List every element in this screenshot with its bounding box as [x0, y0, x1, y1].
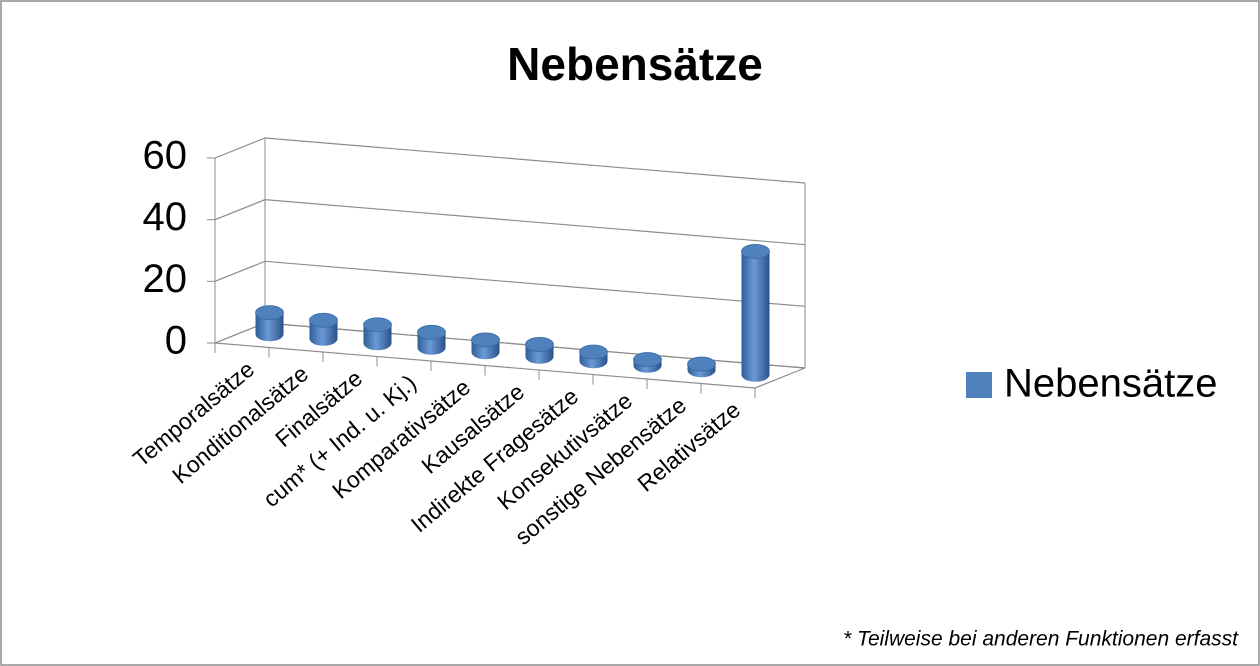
bar-top [579, 344, 608, 360]
bar [309, 312, 338, 346]
y-tick-label: 20 [143, 257, 188, 301]
bar-top [471, 332, 500, 348]
bar-body [255, 312, 284, 342]
bar [471, 332, 500, 360]
bar-top [309, 312, 338, 328]
bar-top [633, 352, 662, 367]
bar [687, 356, 716, 378]
bar-top [417, 324, 446, 340]
y-tick-label: 0 [165, 319, 187, 363]
bar [255, 305, 284, 342]
bar-body [741, 251, 770, 382]
bar-top [687, 356, 716, 372]
y-tick-label: 60 [143, 134, 188, 178]
chart-title: Nebensätze [507, 38, 763, 90]
legend-label: Nebensätze [1004, 362, 1217, 406]
legend-swatch [966, 372, 992, 398]
bar-top [525, 337, 554, 352]
bar [417, 324, 446, 355]
bar [579, 344, 608, 369]
y-tick-label: 40 [143, 195, 188, 239]
bar-top [363, 317, 392, 333]
bar [741, 244, 770, 382]
bar [633, 352, 662, 373]
bar [525, 337, 554, 364]
bar [363, 317, 392, 351]
bar-top [255, 305, 284, 321]
bar-top [741, 244, 770, 259]
footnote: * Teilweise bei anderen Funktionen erfas… [843, 628, 1239, 651]
